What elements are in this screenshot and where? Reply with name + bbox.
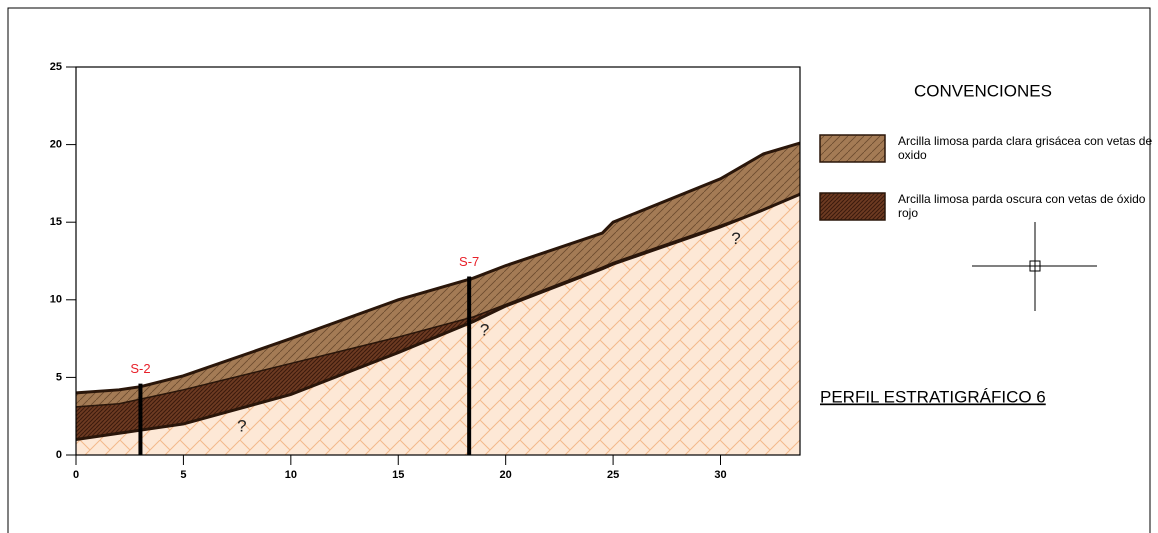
annotation: ? (237, 417, 246, 436)
legend-label: Arcilla limosa parda oscura con vetas de… (898, 192, 1153, 220)
legend-title: CONVENCIONES (914, 81, 1052, 100)
annotation: ? (480, 320, 489, 339)
x-tick-label: 10 (285, 469, 297, 481)
x-tick-label: 25 (607, 469, 619, 481)
y-tick-label: 5 (56, 371, 62, 383)
legend-swatch (820, 193, 885, 220)
annotation: ? (731, 229, 740, 248)
borehole-label: S-7 (459, 254, 479, 269)
legend-label: Arcilla limosa parda clara grisácea con … (898, 134, 1153, 162)
x-tick-label: 15 (392, 469, 404, 481)
y-tick-label: 10 (50, 294, 62, 306)
x-tick-label: 30 (714, 469, 726, 481)
y-tick-label: 15 (50, 216, 62, 228)
borehole-label: S-2 (130, 361, 150, 376)
x-tick-label: 0 (73, 469, 79, 481)
chart-title: PERFIL ESTRATIGRÁFICO 6 (820, 387, 1046, 406)
x-tick-label: 20 (500, 469, 512, 481)
legend-swatch (820, 135, 885, 162)
page: CONVENCIONES PERFIL ESTRATIGRÁFICO 6 0 5 1… (0, 0, 1158, 533)
chart: CONVENCIONES PERFIL ESTRATIGRÁFICO 6 0 5 1… (0, 0, 1158, 533)
y-tick-label: 25 (50, 61, 62, 73)
y-tick-label: 0 (56, 449, 62, 461)
y-tick-label: 20 (50, 139, 62, 151)
x-tick-label: 5 (180, 469, 186, 481)
